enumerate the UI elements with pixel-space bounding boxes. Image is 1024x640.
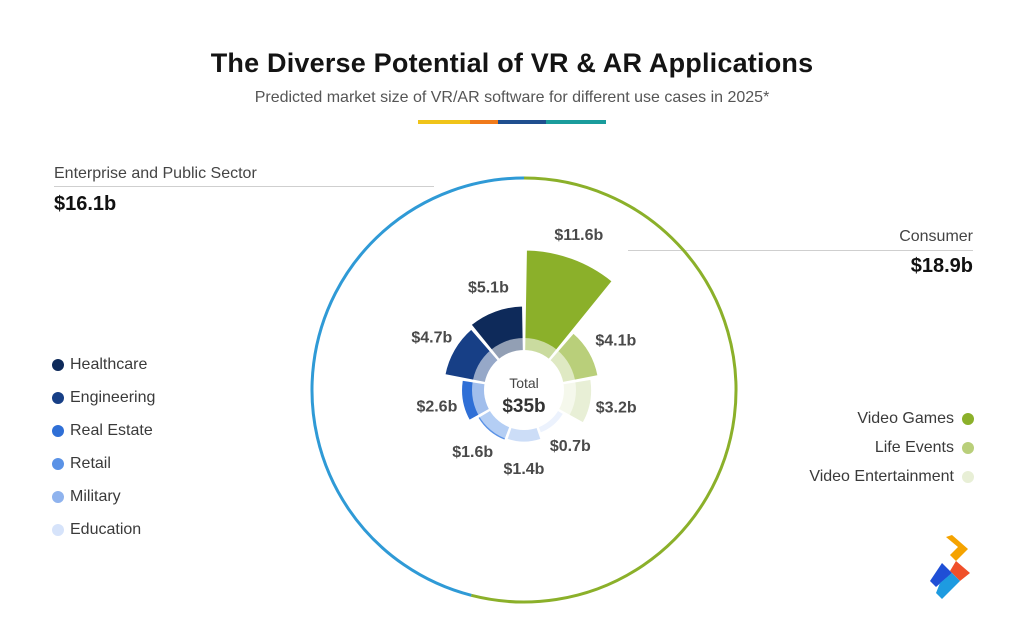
legend-item-healthcare: Healthcare xyxy=(52,356,147,374)
enterprise-group-label: Enterprise and Public Sector xyxy=(54,165,257,182)
center-total-label: Total xyxy=(509,375,539,391)
legend-item-life-events: Life Events xyxy=(875,439,974,457)
chart-title: The Diverse Potential of VR & AR Applica… xyxy=(210,48,814,78)
legend-dot xyxy=(52,524,64,536)
legend-item-retail: Retail xyxy=(52,455,111,473)
title-stripe-3 xyxy=(498,120,546,124)
slice-label-retail: $1.6b xyxy=(452,444,493,461)
legend-dot xyxy=(52,425,64,437)
legend-dot xyxy=(52,359,64,371)
center-hub xyxy=(484,350,564,430)
legend-label: Life Events xyxy=(874,439,954,456)
legend-dot xyxy=(52,392,64,404)
title-stripe-4 xyxy=(546,120,606,124)
slice-label-healthcare: $5.1b xyxy=(468,280,509,297)
legend-label: Engineering xyxy=(70,389,156,406)
consumer-group-value: $18.9b xyxy=(910,255,973,277)
consumer-outer-arc xyxy=(470,176,738,604)
slice-label-video-games: $11.6b xyxy=(554,227,603,244)
slice-label-military: $1.4b xyxy=(504,461,545,478)
legend-label: Military xyxy=(70,488,121,505)
legend-item-video-entertainment: Video Entertainment xyxy=(809,468,974,486)
slice-label-engineering: $4.7b xyxy=(411,330,452,347)
chart-subtitle: Predicted market size of VR/AR software … xyxy=(254,89,770,106)
legend-label: Education xyxy=(70,521,142,538)
legend-label: Video Games xyxy=(857,410,954,427)
brand-logo-icon xyxy=(930,535,970,599)
enterprise-outer-arc xyxy=(310,176,525,597)
legend-label: Video Entertainment xyxy=(809,468,954,485)
slice-label-education: $0.7b xyxy=(550,438,591,455)
legend-item-real-estate: Real Estate xyxy=(52,422,153,440)
slice-label-life-events: $4.1b xyxy=(595,332,636,349)
center-total-value: $35b xyxy=(502,396,545,417)
consumer-group-label: Consumer xyxy=(899,228,973,245)
enterprise-group-value: $16.1b xyxy=(54,193,117,215)
legend-dot xyxy=(962,442,974,454)
slice-label-real-estate: $2.6b xyxy=(416,398,457,415)
legend-label: Retail xyxy=(70,455,111,472)
title-stripe-2 xyxy=(470,120,498,124)
legend-item-video-games: Video Games xyxy=(857,410,974,428)
consumer-leader-line xyxy=(628,250,973,251)
legend-item-engineering: Engineering xyxy=(52,389,155,407)
title-stripe-1 xyxy=(418,120,470,124)
legend-label: Real Estate xyxy=(70,422,153,439)
legend-dot xyxy=(52,458,64,470)
legend-dot xyxy=(962,413,974,425)
legend-label: Healthcare xyxy=(70,356,148,373)
legend-item-education: Education xyxy=(52,521,141,539)
legend-dot xyxy=(52,491,64,503)
enterprise-leader-line xyxy=(54,186,434,187)
slice-label-video-entertainment: $3.2b xyxy=(596,399,637,416)
legend-item-military: Military xyxy=(52,488,121,506)
legend-dot xyxy=(962,471,974,483)
